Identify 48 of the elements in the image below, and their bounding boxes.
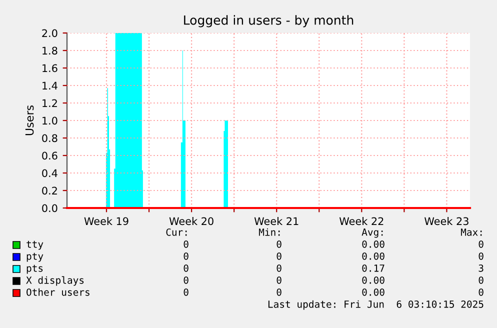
text: Cur: [166, 228, 187, 236]
text: 0 [478, 288, 484, 296]
text: 0 [276, 276, 282, 284]
x-tick-label: Week 21 [254, 217, 298, 226]
y-tick-label: 0.8 [42, 134, 58, 142]
text: 0.17 [362, 264, 384, 272]
text: 0 [184, 264, 188, 272]
text: Avg: [362, 228, 383, 238]
y-tick-label: 0.4 [42, 169, 58, 178]
y-tick-label: 1.0 [42, 116, 58, 125]
text: Last update: Fri Jun 6 03:10:15 2025 [268, 300, 484, 310]
text: 0 [184, 252, 188, 260]
x-tick-label: Week 20 [169, 217, 214, 226]
text: 0 [276, 252, 282, 260]
text: 0.00 [362, 276, 384, 284]
y-tick-label: 0.6 [42, 152, 58, 160]
legend-label: X displays [26, 276, 84, 286]
text: Min: [258, 228, 280, 236]
x-tick-label: Week 23 [424, 217, 468, 226]
text: 0 [478, 240, 484, 248]
text: Max: [460, 228, 482, 236]
text: 0.00 [362, 252, 384, 260]
y-axis-title: Users [25, 105, 34, 136]
y-tick-label: 1.4 [42, 82, 58, 90]
text: 0 [478, 276, 484, 284]
text: 0 [184, 276, 188, 284]
text: 0 [184, 240, 188, 248]
x-tick-label: Week 19 [84, 217, 128, 226]
text: 0.00 [362, 288, 384, 296]
text: 0 [478, 252, 484, 260]
y-tick-label: 2.0 [42, 29, 58, 38]
y-tick-label: 1.2 [42, 99, 57, 107]
x-tick-label: Week 22 [339, 217, 384, 226]
y-tick-label: 1.6 [42, 64, 58, 72]
y-tick-label: 1.8 [42, 46, 58, 55]
legend-label: tty [26, 240, 44, 250]
chart-title: Logged in users - by month [184, 15, 354, 28]
y-tick-label: 0.0 [42, 204, 58, 212]
text: 3 [478, 264, 484, 272]
text: 0 [276, 240, 282, 248]
legend-label: pts [26, 264, 43, 274]
text: 0.00 [362, 240, 384, 248]
y-tick-label: 0.2 [42, 186, 57, 195]
text: 0 [184, 288, 188, 296]
text: 0 [276, 288, 282, 296]
legend-label: Other users [26, 288, 90, 296]
text: 0 [276, 264, 282, 272]
legend-label: pty [26, 252, 44, 262]
